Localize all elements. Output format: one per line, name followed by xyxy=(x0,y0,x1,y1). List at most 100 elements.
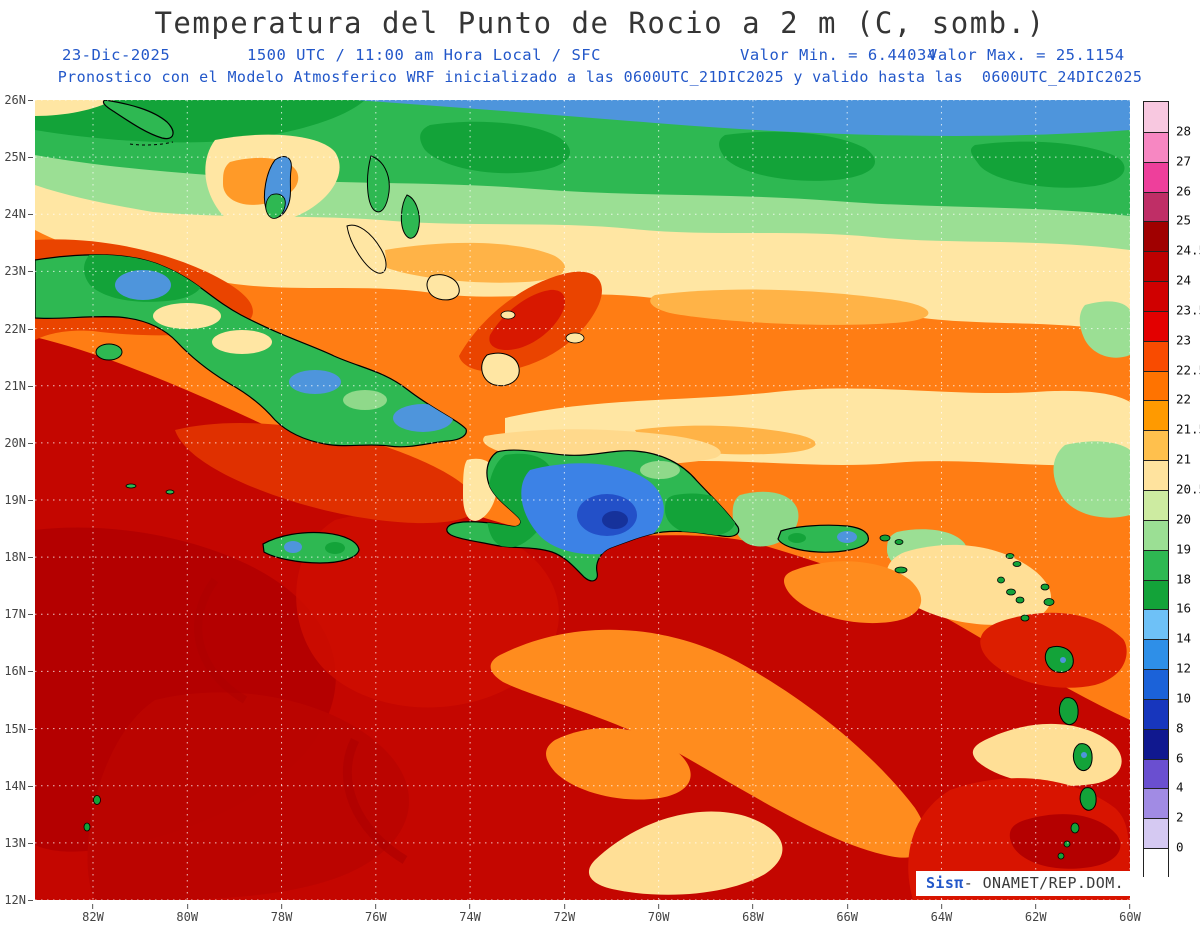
colorbar-tick-label: 20 xyxy=(1174,511,1194,527)
colorbar-tick-label: 27 xyxy=(1174,153,1194,169)
lon-tick-label: 70W xyxy=(648,904,670,924)
lat-tick-label: 26N xyxy=(0,93,33,107)
lat-tick-label: 19N xyxy=(0,493,33,507)
colorbar-segment xyxy=(1144,251,1168,282)
lat-tick-label: 16N xyxy=(0,664,33,678)
lat-tick-label: 23N xyxy=(0,264,33,278)
colorbar-segment xyxy=(1144,102,1168,132)
lat-tick-label: 20N xyxy=(0,436,33,450)
dewpoint-field xyxy=(35,100,1130,900)
max-value-label: Valor Max. = 25.1154 xyxy=(928,46,1125,64)
colorbar-segment xyxy=(1144,161,1168,192)
colorbar-segment xyxy=(1144,460,1168,490)
lon-tick-label: 80W xyxy=(176,904,198,924)
colorbar-segment xyxy=(1144,221,1168,252)
lon-tick-label: 60W xyxy=(1119,904,1141,924)
colorbar-segment xyxy=(1144,728,1168,759)
colorbar-segment xyxy=(1144,340,1168,371)
lon-tick-label: 64W xyxy=(931,904,953,924)
lon-tick-label: 72W xyxy=(554,904,576,924)
colorbar-tick-label: 19 xyxy=(1174,541,1194,557)
colorbar-segment xyxy=(1144,609,1168,640)
lon-tick-label: 68W xyxy=(742,904,764,924)
colorbar-segment xyxy=(1144,818,1168,849)
colorbar-segment xyxy=(1144,191,1168,222)
colorbar-tick-label: 8 xyxy=(1174,720,1186,736)
lat-tick-label: 15N xyxy=(0,722,33,736)
colorbar-tick-label: 4 xyxy=(1174,779,1186,795)
lat-tick-label: 21N xyxy=(0,379,33,393)
colorbar xyxy=(1143,101,1169,878)
branding-text: - ONAMET/REP.DOM. xyxy=(963,874,1125,892)
colorbar-segment xyxy=(1144,579,1168,610)
colorbar-segment xyxy=(1144,519,1168,550)
colorbar-tick-label: 26 xyxy=(1174,183,1194,199)
colorbar-segment xyxy=(1144,281,1168,311)
sispi-logo: Sisπ xyxy=(926,874,964,892)
lon-tick-label: 76W xyxy=(365,904,387,924)
forecast-date: 23-Dic-2025 xyxy=(62,46,171,64)
lat-tick-label: 14N xyxy=(0,779,33,793)
islands xyxy=(35,100,1097,894)
map-plot xyxy=(35,100,1130,900)
colorbar-segment xyxy=(1144,310,1168,341)
colorbar-segment xyxy=(1144,788,1168,819)
colorbar-tick-label: 16 xyxy=(1174,600,1194,616)
colorbar-tick-label: 23 xyxy=(1174,332,1194,348)
bahamas-islands xyxy=(263,155,585,387)
colorbar-segment xyxy=(1144,400,1168,431)
colorbar-tick-label: 10 xyxy=(1174,690,1194,706)
colorbar-segment xyxy=(1144,698,1168,729)
cayman-islands xyxy=(125,483,175,495)
colorbar-segment xyxy=(1144,639,1168,670)
lat-tick-label: 25N xyxy=(0,150,33,164)
lon-tick-label: 66W xyxy=(836,904,858,924)
colorbar-segment xyxy=(1144,131,1168,162)
page-title: Temperatura del Punto de Rocio a 2 m (C,… xyxy=(154,6,1046,40)
lat-tick-label: 22N xyxy=(0,322,33,336)
colorbar-tick-label: 18 xyxy=(1174,571,1194,587)
colorbar-segment xyxy=(1144,669,1168,699)
lat-tick-label: 18N xyxy=(0,550,33,564)
branding-box: Sisπ- ONAMET/REP.DOM. xyxy=(916,871,1135,896)
isla-juventud xyxy=(95,343,123,361)
colorbar-tick-label: 28 xyxy=(1174,123,1194,139)
forecast-valid-time: 1500 UTC / 11:00 am Hora Local / SFC xyxy=(247,46,601,64)
lon-tick-label: 82W xyxy=(82,904,104,924)
florida-tip xyxy=(102,100,174,146)
colorbar-tick-label: 22.5 xyxy=(1174,362,1200,378)
forecast-info-row: 23-Dic-2025 1500 UTC / 11:00 am Hora Loc… xyxy=(0,46,1200,66)
model-init-info: Pronostico con el Modelo Atmosferico WRF… xyxy=(57,68,1143,86)
colorbar-segment xyxy=(1144,430,1168,461)
colorbar-tick-label: 22 xyxy=(1174,391,1194,407)
colorbar-tick-label: 12 xyxy=(1174,660,1194,676)
san-andres-providencia xyxy=(83,795,101,832)
lon-tick-label: 78W xyxy=(271,904,293,924)
colorbar-tick-label: 25 xyxy=(1174,212,1194,228)
colorbar-tick-label: 2 xyxy=(1174,809,1186,825)
lat-tick-label: 12N xyxy=(0,893,33,907)
map-svg xyxy=(35,100,1130,900)
colorbar-tick-label: 21 xyxy=(1174,451,1194,467)
lat-tick-label: 17N xyxy=(0,607,33,621)
lat-tick-label: 13N xyxy=(0,836,33,850)
lat-tick-label: 24N xyxy=(0,207,33,221)
colorbar-tick-label: 23.5 xyxy=(1174,302,1200,318)
lon-tick-label: 74W xyxy=(459,904,481,924)
lon-tick-label: 62W xyxy=(1025,904,1047,924)
colorbar-tick-label: 24.5 xyxy=(1174,242,1200,258)
colorbar-segment xyxy=(1144,549,1168,580)
colorbar-segment xyxy=(1144,489,1168,520)
jamaica-island xyxy=(262,531,360,564)
colorbar-tick-label: 14 xyxy=(1174,630,1194,646)
colorbar-segment xyxy=(1144,848,1168,878)
lat-lon-grid xyxy=(35,100,1130,900)
colorbar-tick-label: 6 xyxy=(1174,750,1186,766)
colorbar-tick-label: 21.5 xyxy=(1174,421,1200,437)
colorbar-segment xyxy=(1144,758,1168,789)
colorbar-segment xyxy=(1144,370,1168,401)
colorbar-tick-label: 20.5 xyxy=(1174,481,1200,497)
min-value-label: Valor Min. = 6.44034 xyxy=(740,46,937,64)
colorbar-tick-label: 24 xyxy=(1174,272,1194,288)
